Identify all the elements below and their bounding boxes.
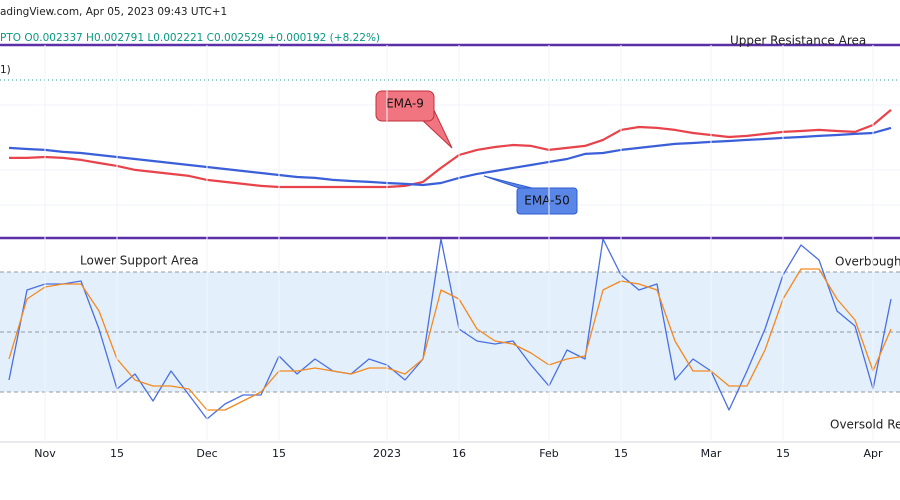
- x-tick-label: 15: [614, 447, 628, 460]
- x-tick-label: Feb: [539, 447, 558, 460]
- x-tick-label: 2023: [373, 447, 401, 460]
- grid: [0, 104, 900, 206]
- series-line: [8, 238, 892, 420]
- series-line: [8, 126, 892, 187]
- ohlc-line: PTO O0.002337 H0.002791 L0.002221 C0.002…: [0, 32, 380, 44]
- x-tick-label: 15: [272, 447, 286, 460]
- x-tick-label: 16: [452, 447, 466, 460]
- callout-box: [375, 90, 435, 122]
- annotation: Lower Support Area: [80, 254, 199, 268]
- annotation: Oversold Reg: [830, 418, 900, 432]
- annotation: Overbought: [835, 255, 900, 269]
- series-line: [9, 109, 892, 189]
- x-tick-label: 15: [776, 447, 790, 460]
- ema9-callout: EMA-9: [375, 90, 453, 149]
- callout-box: [516, 187, 578, 215]
- indicator-label: 1): [0, 64, 11, 76]
- ema50-callout: EMA-50: [483, 175, 578, 215]
- rsi-pane: [0, 238, 900, 420]
- callout-label: EMA-9: [386, 97, 424, 111]
- x-tick-label: Nov: [34, 447, 56, 460]
- x-tick-label: 15: [110, 447, 124, 460]
- price-pane: [8, 109, 892, 189]
- x-tick-label: Mar: [701, 447, 722, 460]
- x-tick-label: Apr: [863, 447, 883, 460]
- header-title: adingView.com, Apr 05, 2023 09:43 UTC+1: [0, 6, 227, 18]
- series-line: [8, 268, 892, 411]
- annotation: Upper Resistance Area: [730, 34, 866, 48]
- callout-label: EMA-50: [524, 194, 569, 208]
- x-tick-label: Dec: [196, 447, 217, 460]
